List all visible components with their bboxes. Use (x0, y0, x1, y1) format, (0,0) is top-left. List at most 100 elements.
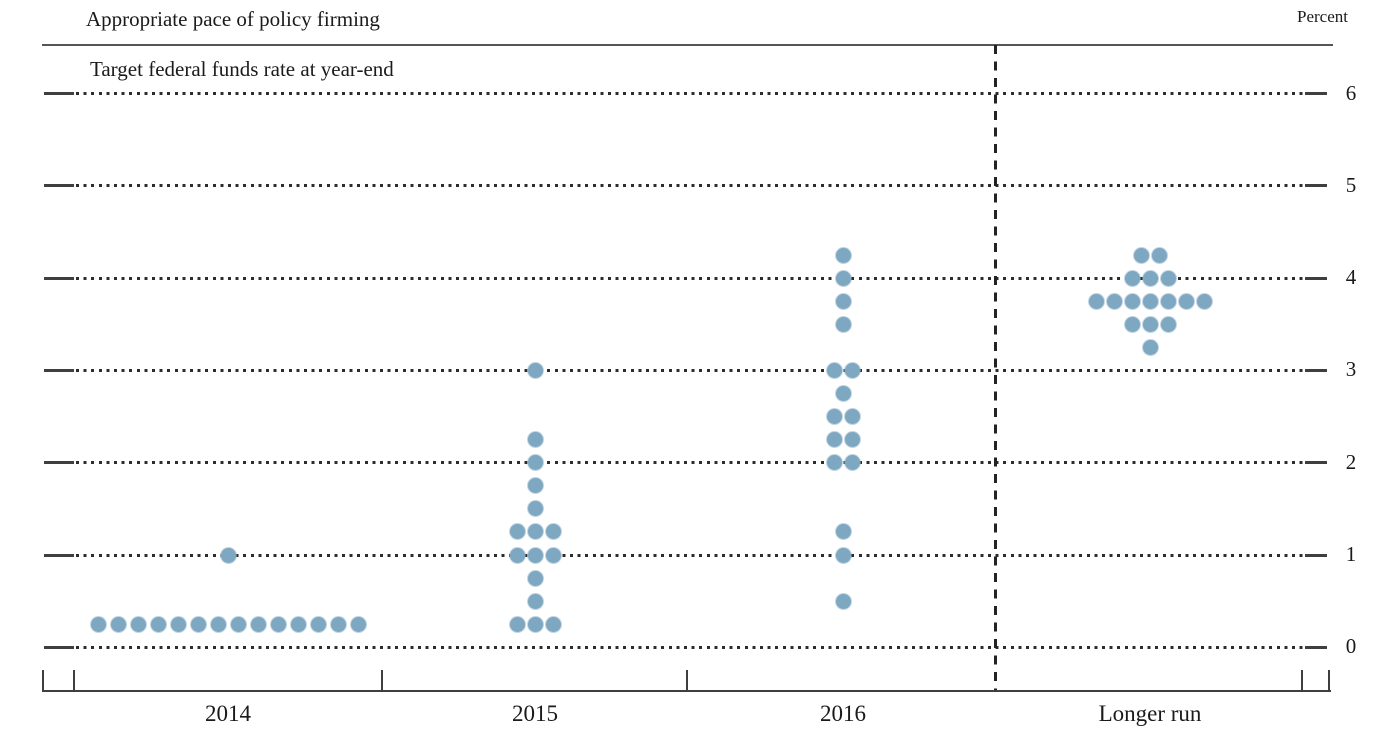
x-axis-tick (1301, 670, 1303, 691)
projection-dot-2015-0.25 (545, 616, 561, 632)
x-axis-tick (73, 670, 75, 691)
x-axis-tick (381, 670, 383, 691)
projection-dot-2015-1.25 (527, 524, 543, 540)
projection-dot-2015-0.75 (527, 570, 543, 586)
projection-dot-2015-2.25 (527, 432, 543, 448)
y-axis-tick-label-1: 1 (1345, 542, 1357, 566)
projection-dot-2014-0.25 (350, 616, 366, 632)
gridline-right-tick (1305, 184, 1327, 188)
y-axis-tick-label-4: 4 (1345, 265, 1357, 290)
projection-dot-2016-2.5 (826, 409, 842, 425)
x-axis-tick (1328, 670, 1330, 691)
gridline-left-tick (44, 461, 74, 465)
projection-dot-2016-0.5 (835, 593, 851, 609)
y-axis-tick-label-5: 5 (1345, 172, 1357, 197)
gridline-4-percent (76, 276, 1303, 280)
projection-dot-2016-2.25 (844, 432, 860, 448)
y-axis-unit-label: Percent (1297, 7, 1348, 26)
projection-dot-2014-0.25 (90, 616, 106, 632)
gridline-right-tick (1305, 553, 1327, 557)
projection-dot-longer-run-4 (1142, 270, 1158, 286)
projection-dot-2016-2 (826, 455, 842, 471)
projection-dot-2015-1.5 (527, 501, 543, 517)
projection-dot-2015-1 (509, 547, 525, 563)
projection-dot-2016-3 (826, 362, 842, 378)
projection-dot-2014-0.25 (210, 616, 226, 632)
projection-dot-2016-3.75 (835, 293, 851, 309)
gridline-left-tick (44, 645, 74, 649)
projection-dot-longer-run-3.5 (1142, 316, 1158, 332)
projection-dot-longer-run-4.25 (1133, 247, 1149, 263)
x-axis-tick (42, 670, 44, 691)
projection-dot-longer-run-4 (1124, 270, 1140, 286)
x-axis-category-label-2016: 2016 (820, 701, 866, 726)
projection-dot-2014-0.25 (170, 616, 186, 632)
projection-dot-2014-0.25 (310, 616, 326, 632)
projection-dot-longer-run-3.75 (1124, 293, 1140, 309)
projection-dot-2014-0.25 (270, 616, 286, 632)
projection-dot-longer-run-3.75 (1178, 293, 1194, 309)
gridline-left-tick (44, 92, 74, 95)
x-axis-line (42, 690, 1331, 692)
projection-dot-2014-0.25 (290, 616, 306, 632)
projection-dot-2014-0.25 (190, 616, 206, 632)
gridline-left-tick (44, 184, 74, 188)
y-axis-tick-label-0: 0 (1345, 634, 1357, 659)
projection-dot-2016-3 (844, 362, 860, 378)
chart-title: Appropriate pace of policy firming (86, 7, 380, 31)
projection-dot-2014-0.25 (110, 616, 126, 632)
projection-dot-longer-run-3.75 (1196, 293, 1212, 309)
projection-dot-2015-3 (527, 362, 543, 378)
projection-dot-2016-4.25 (835, 247, 851, 263)
projection-dot-longer-run-3.25 (1142, 339, 1158, 355)
y-axis-tick-label-2: 2 (1345, 449, 1357, 474)
projection-dot-longer-run-3.75 (1106, 293, 1122, 309)
projection-dot-2015-1.75 (527, 478, 543, 494)
x-axis-category-label-2015: 2015 (512, 701, 558, 726)
projection-dot-2015-0.5 (527, 593, 543, 609)
x-axis-category-label-2014: 2014 (205, 701, 251, 726)
x-axis-tick (686, 670, 688, 691)
gridline-right-tick (1305, 368, 1327, 372)
projection-dot-longer-run-3.5 (1124, 316, 1140, 332)
projection-dot-longer-run-3.5 (1160, 316, 1176, 332)
gridline-left-tick (44, 368, 74, 372)
chart-subtitle: Target federal funds rate at year-end (90, 57, 394, 81)
gridline-2-percent (76, 461, 1303, 465)
gridline-3-percent (76, 368, 1303, 372)
gridline-6-percent (76, 92, 1303, 95)
projection-dot-2015-0.25 (509, 616, 525, 632)
chart-top-border (42, 44, 1333, 46)
projection-dot-2015-1 (545, 547, 561, 563)
gridline-5-percent (76, 184, 1303, 188)
projection-dot-2014-1 (220, 547, 236, 563)
projection-dot-2015-0.25 (527, 616, 543, 632)
projection-dot-2014-0.25 (330, 616, 346, 632)
projection-dot-2016-2.25 (826, 432, 842, 448)
projection-dot-2014-0.25 (150, 616, 166, 632)
gridline-right-tick (1305, 461, 1327, 465)
projection-dot-2016-1.25 (835, 524, 851, 540)
projection-dot-2014-0.25 (230, 616, 246, 632)
y-axis-tick-label-6: 6 (1345, 80, 1357, 105)
longer-run-separator-line (994, 45, 997, 692)
projection-dot-longer-run-3.75 (1142, 293, 1158, 309)
gridline-1-percent (76, 553, 1303, 557)
projection-dot-2015-1.25 (545, 524, 561, 540)
projection-dot-longer-run-4 (1160, 270, 1176, 286)
gridline-left-tick (44, 553, 74, 557)
projection-dot-2014-0.25 (250, 616, 266, 632)
y-axis-tick-label-3: 3 (1345, 357, 1357, 382)
projection-dot-2016-4 (835, 270, 851, 286)
projection-dot-2015-2 (527, 455, 543, 471)
projection-dot-2016-2 (844, 455, 860, 471)
projection-dot-2016-1 (835, 547, 851, 563)
projection-dot-2014-0.25 (130, 616, 146, 632)
gridline-left-tick (44, 276, 74, 280)
gridline-right-tick (1305, 92, 1327, 95)
projection-dot-2016-2.75 (835, 385, 851, 401)
gridline-right-tick (1305, 645, 1327, 649)
x-axis-category-label-longer-run: Longer run (1098, 701, 1202, 726)
projection-dot-2016-3.5 (835, 316, 851, 332)
